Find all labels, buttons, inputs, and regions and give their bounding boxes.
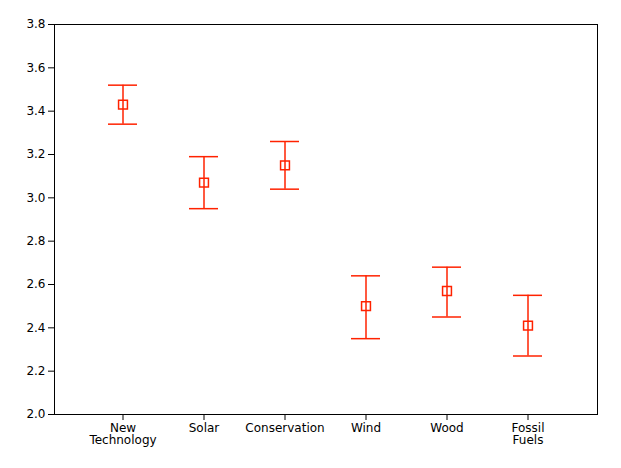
svg-text:2.0: 2.0	[26, 407, 45, 421]
svg-text:2.2: 2.2	[26, 364, 45, 378]
svg-text:2.8: 2.8	[26, 234, 45, 248]
svg-text:FossilFuels: FossilFuels	[512, 421, 545, 447]
svg-text:Solar: Solar	[189, 421, 220, 435]
svg-text:2.4: 2.4	[26, 321, 45, 335]
svg-text:Conservation: Conservation	[245, 421, 324, 435]
svg-text:3.8: 3.8	[26, 17, 45, 31]
svg-text:2.6: 2.6	[26, 277, 45, 291]
svg-text:Wind: Wind	[351, 421, 381, 435]
svg-text:3.4: 3.4	[26, 104, 45, 118]
svg-text:3.2: 3.2	[26, 147, 45, 161]
svg-text:3.6: 3.6	[26, 61, 45, 75]
svg-text:Wood: Wood	[430, 421, 463, 435]
svg-text:3.0: 3.0	[26, 191, 45, 205]
svg-text:NewTechnology: NewTechnology	[88, 421, 156, 447]
